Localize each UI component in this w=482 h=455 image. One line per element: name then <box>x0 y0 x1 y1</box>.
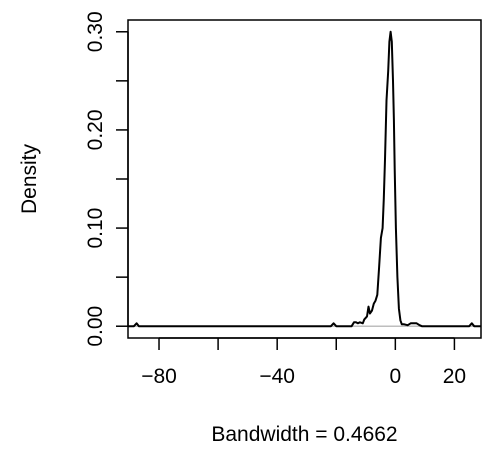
y-axis-label: Density <box>18 143 41 214</box>
x-tick-label: 20 <box>443 365 466 388</box>
density-line <box>128 30 481 328</box>
x-axis: −80 −40 0 20 <box>141 337 466 388</box>
y-tick-label: 0.30 <box>84 11 107 52</box>
y-tick-label: 0.20 <box>84 109 107 150</box>
plot-frame <box>127 19 482 339</box>
x-axis-label: Bandwidth = 0.4662 <box>211 423 397 446</box>
y-tick-label: 0.00 <box>84 306 107 347</box>
x-tick-label: −40 <box>259 365 295 388</box>
y-axis: 0.00 0.10 0.20 0.30 <box>84 11 129 347</box>
series-layer <box>128 30 481 328</box>
x-tick-label: −80 <box>141 365 177 388</box>
y-tick-label: 0.10 <box>84 208 107 249</box>
x-tick-label: 0 <box>389 365 401 388</box>
